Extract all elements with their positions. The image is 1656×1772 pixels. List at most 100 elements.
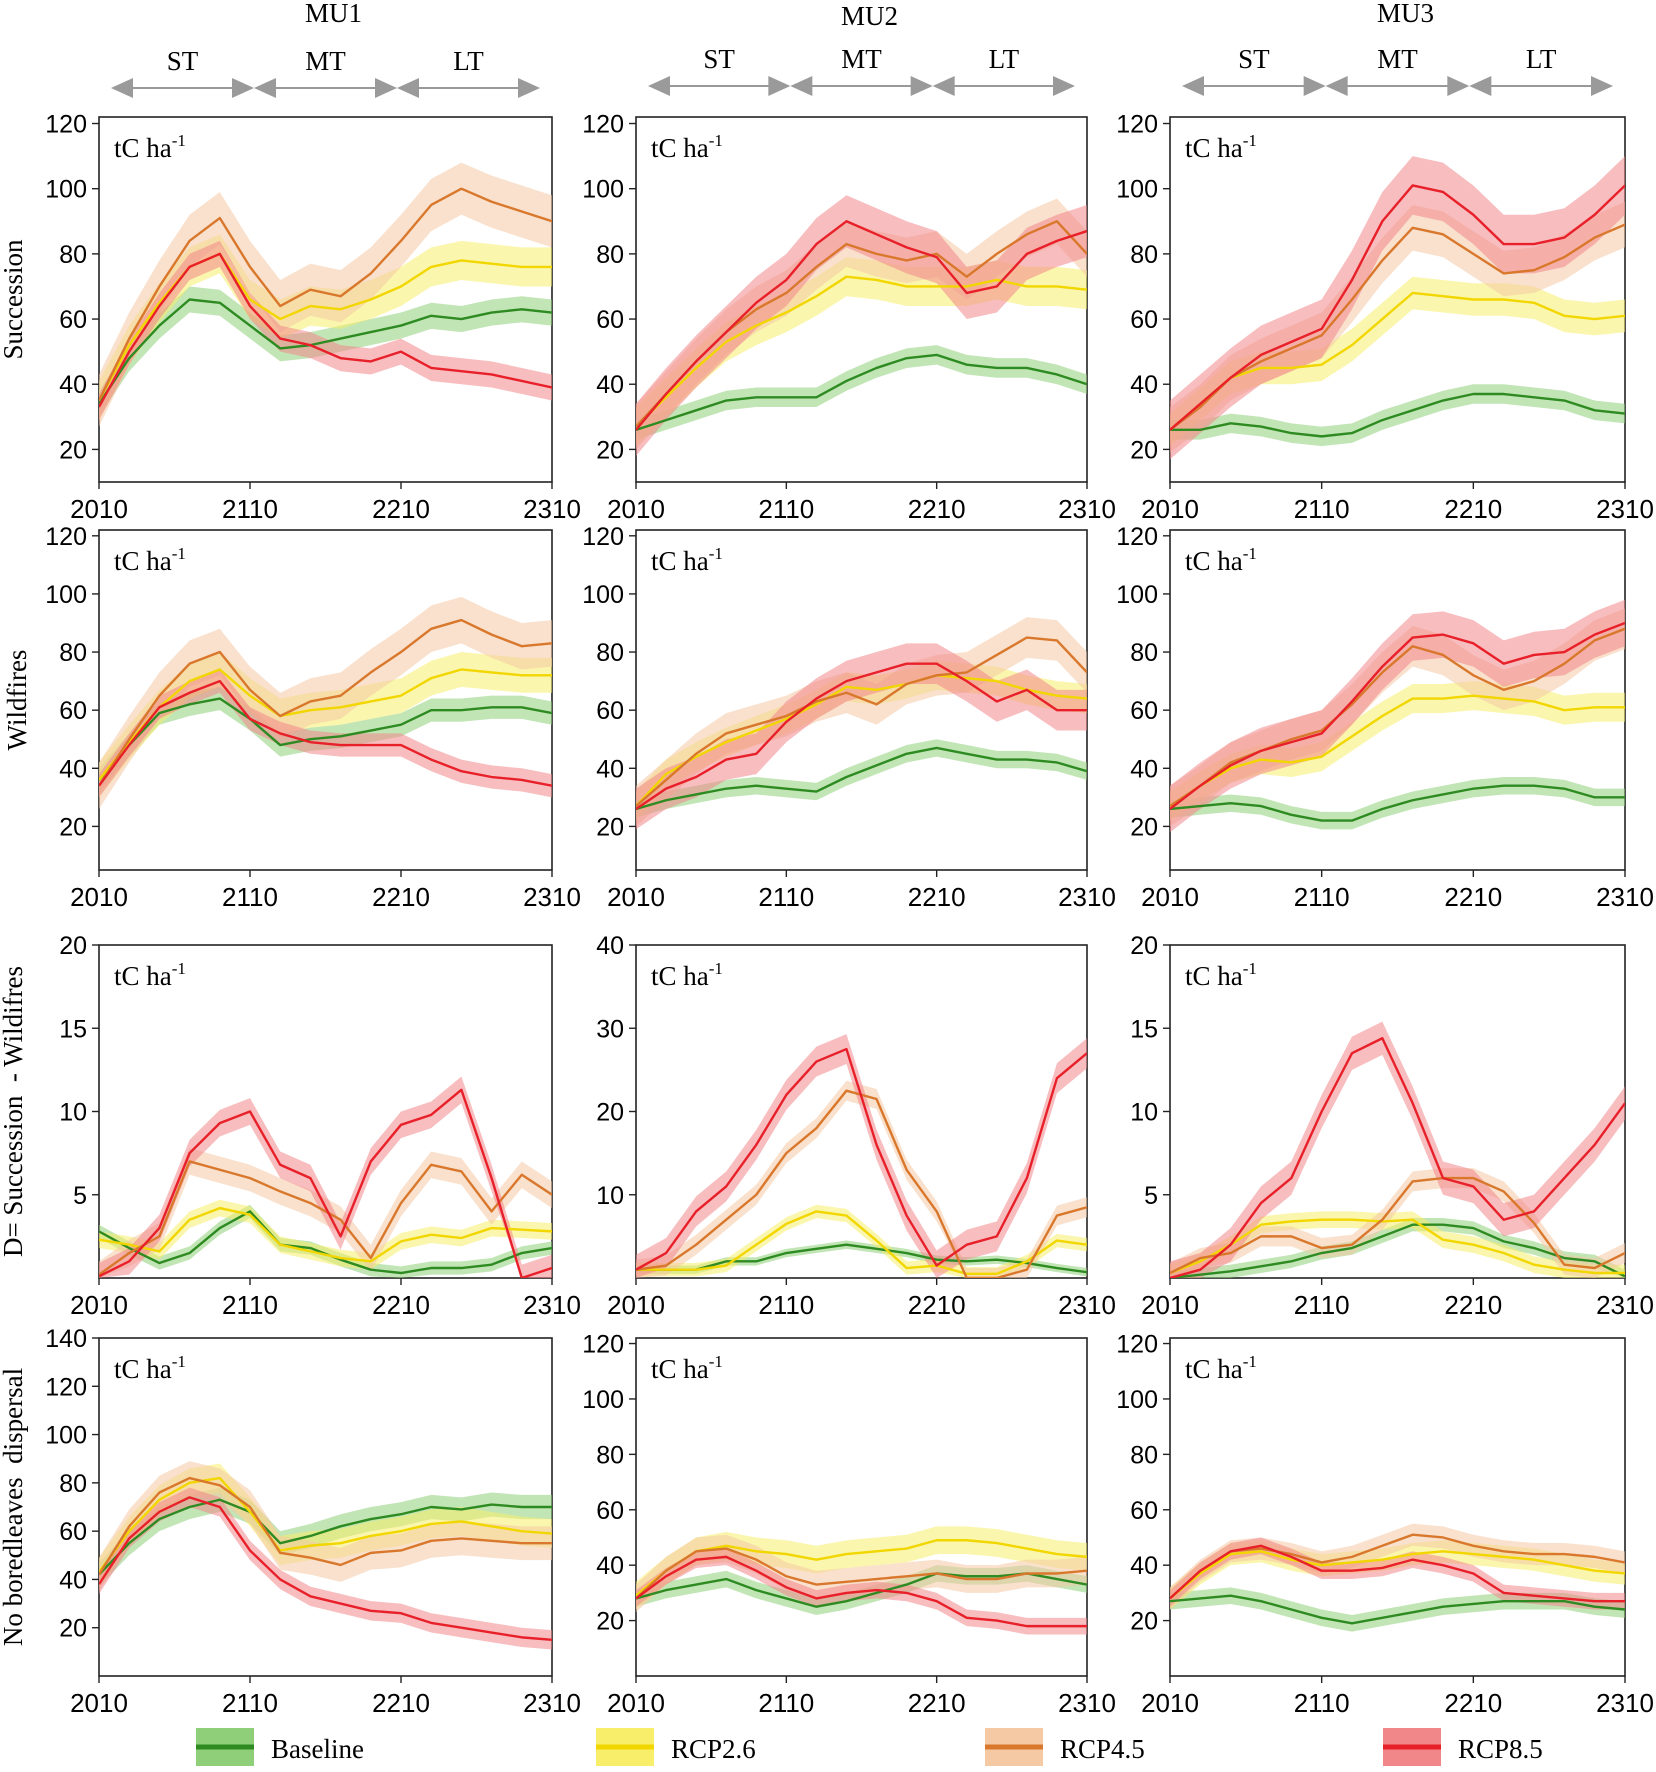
x-tick-label: 2310 [1596,882,1654,912]
period-label: ST [167,46,199,76]
unit-text: tC ha [651,546,709,576]
period-label: ST [1238,44,1270,74]
unit-sup: -1 [1243,1352,1257,1371]
unit-label: tC ha-1 [1185,959,1257,991]
series-line-rcp4-5 [99,1476,552,1576]
unit-sup: -1 [709,1352,723,1371]
series-line-rcp8-5 [1170,1544,1625,1603]
unit-label: tC ha-1 [1185,544,1257,576]
x-tick-label: 2310 [1596,494,1654,524]
y-tick-label: 60 [1130,306,1158,334]
series-line-rcp4-5 [99,618,552,787]
series-line-rcp2-6 [636,1539,1087,1597]
y-tick-label: 20 [59,436,87,464]
series-line-rcp2-6 [1170,1218,1625,1275]
unit-text: tC ha [1185,133,1243,163]
x-tick-label: 2110 [758,882,814,912]
band-rcp4-5 [99,162,552,427]
x-tick-label: 2310 [1058,1290,1116,1320]
unit-text: tC ha [114,961,172,991]
period-label: LT [453,46,484,76]
series-line-baseline [99,697,552,781]
unit-sup: -1 [1243,131,1257,150]
unit-label: tC ha-1 [114,131,186,163]
unit-label: tC ha-1 [651,131,723,163]
legend-layer: Baseline RCP2.6 RCP4.5 RCP8.5 [196,1728,1543,1766]
unit-sup: -1 [172,131,186,150]
x-tick-label: 2210 [908,494,966,524]
column-title: MU3 [1377,0,1434,28]
plot-frame [98,529,553,871]
y-tick-label: 20 [596,436,624,464]
series-line-rcp2-6 [1170,291,1625,431]
y-tick-label: 60 [59,697,87,725]
y-tick-label: 60 [596,1497,624,1525]
y-tick-label: 120 [582,1331,624,1359]
y-tick-label: 100 [1116,176,1158,204]
series-line-baseline [99,1498,552,1576]
x-tick-label: 2010 [607,1290,665,1320]
legend-item-rcp4-5: RCP4.5 [985,1728,1145,1766]
x-tick-label: 2110 [1294,1290,1350,1320]
series-line-baseline [99,298,552,405]
plot-area [636,617,1087,830]
x-tick-label: 2110 [1294,882,1350,912]
unit-label: tC ha-1 [1185,1352,1257,1384]
period-arrow-st: ST [111,46,254,98]
y-tick-label: 100 [45,581,87,609]
series-line-baseline [1170,1594,1625,1625]
x-tick-label: 2210 [372,494,430,524]
band-rcp8-5 [99,669,552,798]
series-line-rcp4-5 [1170,1176,1625,1275]
series-line-rcp2-6 [636,674,1087,807]
band-baseline [636,739,1087,818]
y-tick-label: 80 [596,639,624,667]
unit-label: tC ha-1 [651,959,723,991]
y-tick-label: 5 [73,1182,87,1210]
unit-text: tC ha [651,133,709,163]
x-tick-label: 2310 [1596,1290,1654,1320]
period-label: MT [1377,44,1418,74]
series-line-baseline [636,746,1087,811]
period-arrow-lt: LT [1469,44,1613,96]
series-line-rcp4-5 [636,1547,1087,1600]
legend-item-rcp2-6: RCP2.6 [596,1728,756,1766]
band-rcp4-5 [636,1534,1087,1613]
row-label-1: Succession [0,239,28,359]
x-tick-label: 2210 [372,1290,430,1320]
column-header-mu1: MU1 ST MT LT [111,0,540,98]
period-arrow-mt: MT [254,46,397,98]
x-tick-label: 2210 [1444,1290,1502,1320]
x-tick-label: 2110 [222,1290,278,1320]
y-tick-label: 20 [1130,436,1158,464]
y-tick-label: 100 [1116,581,1158,609]
plot-area [1170,1523,1625,1632]
series-line-rcp2-6 [99,668,552,781]
x-tick-label: 2310 [523,1290,581,1320]
unit-sup: -1 [1243,544,1257,563]
x-tick-label: 2110 [222,494,278,524]
x-tick-label: 2010 [70,882,128,912]
period-arrow-st: ST [648,44,791,96]
unit-label: tC ha-1 [114,1352,186,1384]
legend-label: RCP4.5 [1060,1734,1145,1764]
x-tick-label: 2010 [1141,882,1199,912]
series-line-rcp4-5 [99,1160,552,1276]
row-labels-layer: Succession Wildfires D= Succession - Wildi… [0,239,32,1646]
x-tick-label: 2010 [607,494,665,524]
x-tick-label: 2210 [908,1290,966,1320]
x-tick-label: 2210 [1444,882,1502,912]
unit-text: tC ha [651,961,709,991]
y-tick-label: 60 [596,306,624,334]
y-tick-label: 120 [1116,523,1158,551]
band-rcp8-5 [636,195,1087,456]
band-rcp4-5 [99,596,552,809]
plot-area [636,1034,1087,1278]
plot-area [99,1461,552,1650]
unit-sup: -1 [709,544,723,563]
y-tick-label: 60 [59,306,87,334]
band-rcp4-5 [1170,1523,1625,1610]
